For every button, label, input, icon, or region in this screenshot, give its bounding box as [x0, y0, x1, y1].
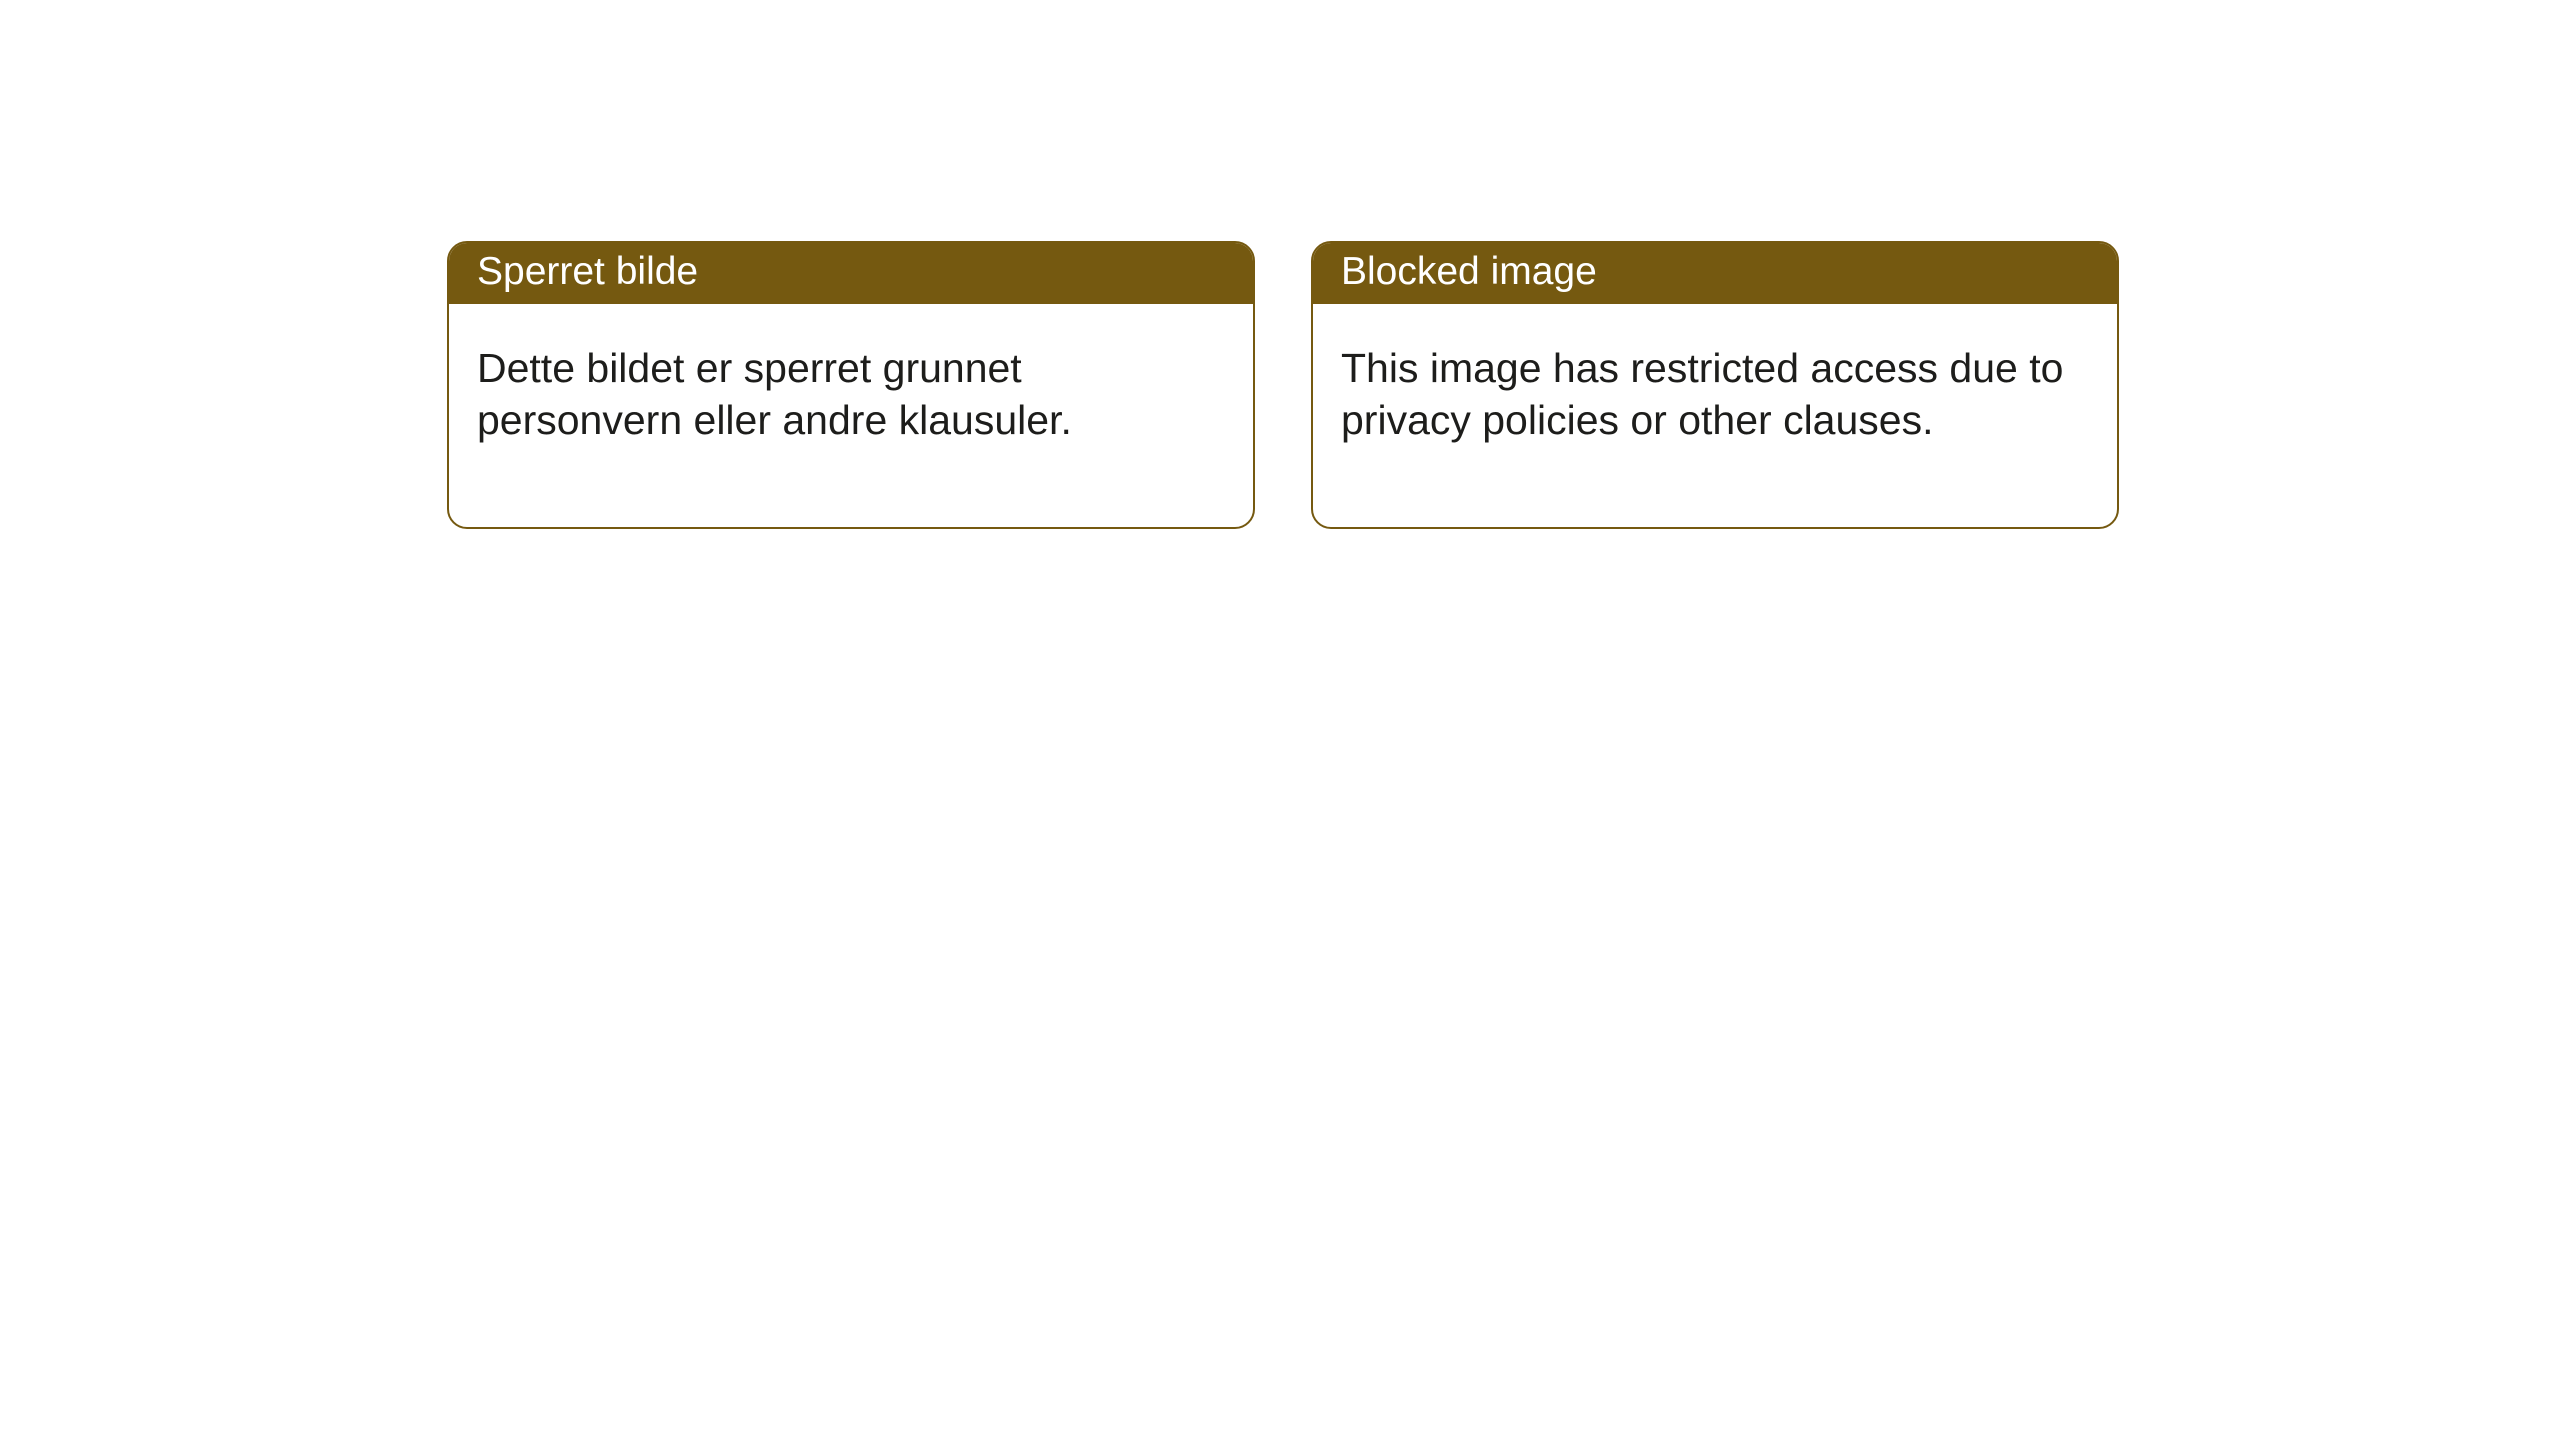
- panel-body-en: This image has restricted access due to …: [1313, 304, 2117, 527]
- panel-header-en: Blocked image: [1313, 243, 2117, 304]
- blocked-image-panel-no: Sperret bilde Dette bildet er sperret gr…: [447, 241, 1255, 529]
- panel-header-no: Sperret bilde: [449, 243, 1253, 304]
- panels-container: Sperret bilde Dette bildet er sperret gr…: [0, 0, 2560, 529]
- blocked-image-panel-en: Blocked image This image has restricted …: [1311, 241, 2119, 529]
- panel-body-no: Dette bildet er sperret grunnet personve…: [449, 304, 1253, 527]
